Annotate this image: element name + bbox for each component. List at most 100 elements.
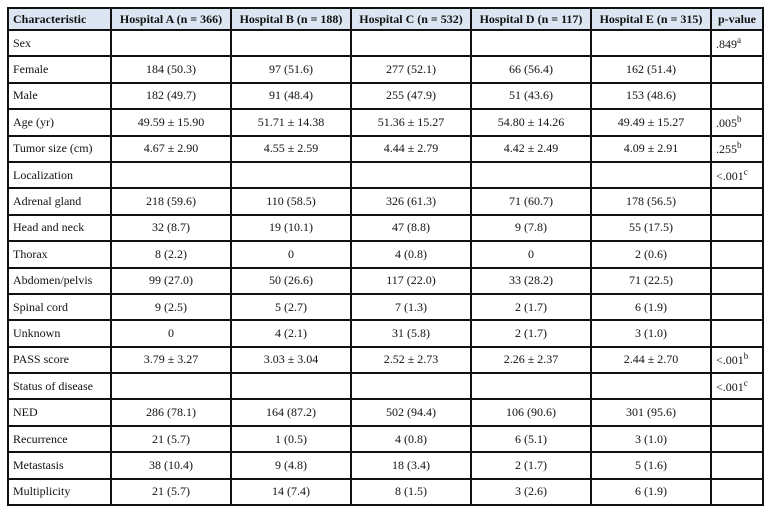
column-header: Hospital B (n = 188) (230, 7, 352, 31)
table-cell: 2.52 ± 2.73 (350, 345, 472, 375)
table-cell: 4.44 ± 2.79 (350, 134, 472, 163)
p-value-cell (710, 240, 764, 269)
table-row: NED 286 (78.1) 164 (87.2) 502 (94.4) 106 (90… (7, 398, 764, 427)
p-value-cell (710, 398, 764, 427)
table-cell: 32 (8.7) (110, 213, 232, 243)
table-row: Male 182 (49.7) 91 (48.4) 255 (47.9) 51 (43.… (7, 81, 764, 111)
table-cell: 47 (8.8) (350, 213, 472, 243)
table-cell: 5 (2.7) (230, 292, 352, 322)
column-header: Hospital A (n = 366) (110, 7, 232, 31)
table-cell (350, 28, 472, 58)
table-cell: 9 (2.5) (110, 292, 232, 322)
row-label: Multiplicity (7, 477, 112, 507)
table-cell: 4.55 ± 2.59 (230, 134, 352, 163)
table-cell (470, 28, 592, 58)
row-label: Recurrence (7, 424, 112, 454)
table-cell: 286 (78.1) (110, 398, 232, 427)
table-cell: 9 (4.8) (230, 451, 352, 480)
table-cell: 50 (26.6) (230, 266, 352, 295)
table-cell (350, 372, 472, 401)
table-body: Sex .849a Female 184 (50.3) 97 (51.6) 277 (52… (7, 28, 764, 507)
table-cell: 2 (1.7) (470, 451, 592, 480)
table-cell (590, 28, 712, 58)
table-cell: 3 (1.0) (590, 424, 712, 454)
column-header: Hospital C (n = 532) (350, 7, 472, 31)
row-label: Status of disease (7, 372, 112, 401)
table-cell: 8 (2.2) (110, 240, 232, 269)
row-label: Abdomen/pelvis (7, 266, 112, 295)
table-row: Abdomen/pelvis 99 (27.0) 50 (26.6) 117 (22.… (7, 266, 764, 295)
table-cell (110, 28, 232, 58)
table-cell: 38 (10.4) (110, 451, 232, 480)
table-cell (590, 160, 712, 190)
table-cell: 218 (59.6) (110, 187, 232, 216)
table-cell: 3.03 ± 3.04 (230, 345, 352, 375)
row-label: PASS score (7, 345, 112, 375)
table-cell: 66 (56.4) (470, 55, 592, 84)
table-cell: 0 (110, 319, 232, 348)
table-row: Spinal cord 9 (2.5) 5 (2.7) 7 (1.3) 2 (1.7) 6… (7, 292, 764, 322)
row-label: Tumor size (cm) (7, 134, 112, 163)
row-label: Unknown (7, 319, 112, 348)
table-cell: 0 (470, 240, 592, 269)
p-value: <.001 (716, 168, 744, 183)
table-row: Unknown 0 4 (2.1) 31 (5.8) 2 (1.7) 3 (1.0) (7, 319, 764, 348)
table-cell: 14 (7.4) (230, 477, 352, 507)
table-cell: 277 (52.1) (350, 55, 472, 84)
table-cell: 71 (22.5) (590, 266, 712, 295)
p-value: .255 (716, 142, 737, 157)
p-value-cell: .255b (710, 134, 764, 163)
table-cell: 4 (0.8) (350, 424, 472, 454)
table-cell (230, 160, 352, 190)
p-value-footnote-marker: b (737, 113, 742, 124)
table-row: Metastasis 38 (10.4) 9 (4.8) 18 (3.4) 2 (1.7… (7, 451, 764, 480)
p-value-footnote-marker: c (743, 166, 748, 177)
table-cell: 18 (3.4) (350, 451, 472, 480)
table-cell: 6 (1.9) (590, 292, 712, 322)
table-cell: 178 (56.5) (590, 187, 712, 216)
table-cell: 54.80 ± 14.26 (470, 108, 592, 137)
p-value: <.001 (716, 353, 744, 368)
table-cell: 51 (43.6) (470, 81, 592, 111)
row-label: Spinal cord (7, 292, 112, 322)
table-cell: 33 (28.2) (470, 266, 592, 295)
table-cell: 182 (49.7) (110, 81, 232, 111)
p-value-cell (710, 319, 764, 348)
p-value-cell: .005b (710, 108, 764, 137)
row-label: Sex (7, 28, 112, 58)
table-cell: 97 (51.6) (230, 55, 352, 84)
table-cell (230, 28, 352, 58)
table-cell (110, 372, 232, 401)
column-header: Hospital E (n = 315) (590, 7, 712, 31)
table-cell: 2 (0.6) (590, 240, 712, 269)
row-label: Localization (7, 160, 112, 190)
table-cell: 91 (48.4) (230, 81, 352, 111)
table-cell (470, 160, 592, 190)
table-cell: 9 (7.8) (470, 213, 592, 243)
hospital-characteristics-table: Characteristic Hospital A (n = 366) Hospit… (7, 7, 764, 507)
table-cell: 1 (0.5) (230, 424, 352, 454)
p-value-cell: <.001c (710, 372, 764, 401)
table-cell: 31 (5.8) (350, 319, 472, 348)
table-cell: 106 (90.6) (470, 398, 592, 427)
p-value-footnote-marker: c (743, 377, 748, 388)
table-row: Sex .849a (7, 28, 764, 58)
table-cell: 3 (2.6) (470, 477, 592, 507)
table-cell: 255 (47.9) (350, 81, 472, 111)
table-row: Age (yr) 49.59 ± 15.90 51.71 ± 14.38 51.36 … (7, 108, 764, 137)
p-value: .849 (716, 36, 737, 51)
header-row: Characteristic Hospital A (n = 366) Hospit… (7, 7, 764, 31)
table-cell: 502 (94.4) (350, 398, 472, 427)
table-cell (470, 372, 592, 401)
p-value-cell (710, 477, 764, 507)
table-row: Adrenal gland 218 (59.6) 110 (58.5) 326 (61… (7, 187, 764, 216)
p-value: .005 (716, 115, 737, 130)
row-label: NED (7, 398, 112, 427)
table-row: Thorax 8 (2.2) 0 4 (0.8) 0 2 (0.6) (7, 240, 764, 269)
table-row: Multiplicity 21 (5.7) 14 (7.4) 8 (1.5) 3 (2.… (7, 477, 764, 507)
row-label: Metastasis (7, 451, 112, 480)
table-cell: 2.44 ± 2.70 (590, 345, 712, 375)
table-cell: 6 (5.1) (470, 424, 592, 454)
p-value-cell (710, 266, 764, 295)
table-cell: 6 (1.9) (590, 477, 712, 507)
